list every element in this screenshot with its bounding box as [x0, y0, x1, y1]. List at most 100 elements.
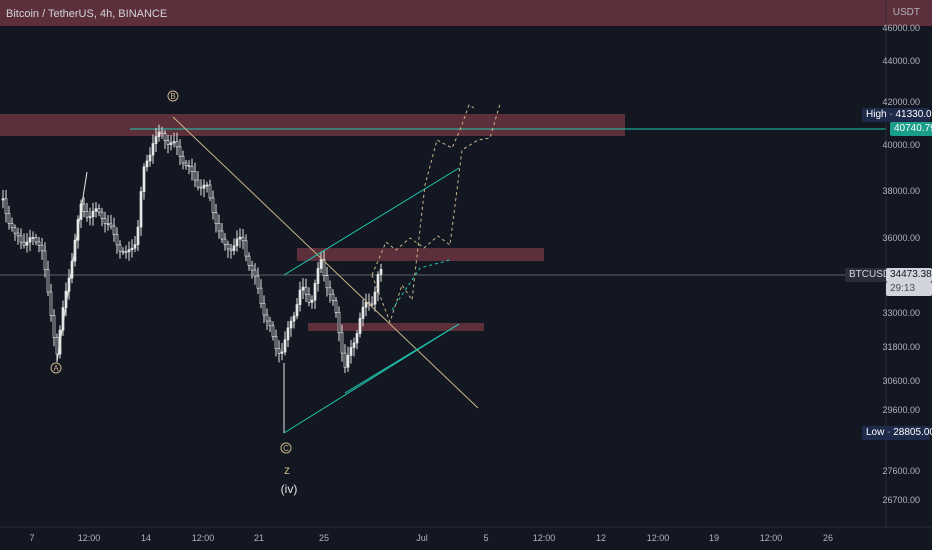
symbol-title[interactable]: Bitcoin / TetherUS, 4h, BINANCE [6, 8, 168, 20]
candle-body [19, 235, 23, 243]
candle-body [289, 320, 293, 329]
candle-body [52, 315, 56, 338]
candle-body [169, 142, 173, 145]
candle-body [331, 293, 335, 301]
candle-body [262, 303, 266, 316]
candle-body [139, 191, 143, 228]
high-label: High [866, 109, 887, 120]
candle-body [97, 208, 101, 213]
candle-body [274, 336, 278, 350]
candle-body [304, 286, 308, 295]
candle-body [202, 184, 206, 189]
candle-body [46, 269, 50, 293]
low-label: Low [866, 427, 885, 438]
candle-body [337, 312, 341, 334]
candle-body [94, 208, 98, 212]
candle-body [121, 250, 125, 253]
time-tick-label: 25 [319, 533, 329, 543]
candle-body [361, 306, 365, 319]
price-axis[interactable]: 46000.00 44000.00 42000.00 40000.00 38000.00… [882, 23, 920, 505]
projection-path-alternate[interactable] [371, 103, 501, 276]
candle-body [7, 213, 11, 224]
candle-body [208, 184, 212, 199]
candle-body [205, 184, 209, 187]
price-tick-label: 42000.00 [882, 97, 920, 107]
candle-body [4, 198, 8, 214]
candle-body [163, 133, 167, 141]
candle-body [172, 141, 176, 144]
price-tick-label: 46000.00 [882, 23, 920, 33]
price-tick-label: 36000.00 [882, 233, 920, 243]
candle-body [112, 225, 116, 235]
candle-body [295, 304, 299, 317]
candle-body [253, 269, 257, 277]
wave-z-label: z [284, 463, 290, 477]
candle-body [277, 348, 281, 354]
projection-path-primary[interactable] [371, 104, 475, 324]
candle-body [214, 212, 218, 224]
time-tick-label: 12:00 [78, 533, 101, 543]
candle-body [298, 289, 302, 305]
time-tick-label: 12:00 [192, 533, 215, 543]
channel-upper-line[interactable] [283, 167, 460, 276]
candle-body [145, 160, 149, 168]
candle-body [1, 198, 5, 201]
wave-a-impulse-line[interactable] [56, 171, 88, 363]
bar-countdown: 29:13 [886, 282, 932, 296]
high-tag: High - 41330.00 [862, 108, 932, 122]
candle-body [55, 336, 59, 355]
price-tick-label: 29600.00 [882, 405, 920, 415]
time-axis[interactable]: 7 12:00 14 12:00 21 25 Jul 5 12:00 12 12:00 19 12:00… [29, 533, 833, 543]
candle-body [280, 351, 284, 354]
candle-body [199, 186, 203, 189]
candle-body [373, 291, 377, 305]
top-supply-zone [0, 0, 932, 26]
wave-b-label: B [170, 92, 175, 101]
resistance-zone-35k [297, 248, 544, 261]
candle-body [259, 287, 263, 304]
candle-body [235, 238, 239, 247]
candle-body [211, 197, 215, 213]
candle-body [187, 165, 191, 168]
candle-body [244, 240, 248, 257]
candle-body [238, 236, 242, 240]
price-tick-label: 40000.00 [882, 140, 920, 150]
projection-path-teal[interactable] [391, 259, 451, 311]
candle-body [43, 250, 47, 271]
price-tick-label: 30600.00 [882, 376, 920, 386]
time-tick-label: 26 [823, 533, 833, 543]
candle-body [115, 234, 119, 246]
candle-body [340, 332, 344, 354]
candle-body [217, 223, 221, 232]
candle-body [130, 247, 134, 251]
candle-body [283, 339, 287, 353]
candle-body [25, 241, 29, 246]
candle-body [376, 274, 380, 293]
price-tick-label: 38000.00 [882, 186, 920, 196]
candle-body [148, 154, 152, 162]
candle-body [265, 314, 269, 322]
candle-body [247, 255, 251, 266]
candle-body [91, 210, 95, 218]
candle-body [118, 244, 122, 252]
candle-body [82, 203, 86, 212]
candle-body [334, 300, 338, 313]
currency-label[interactable]: USDT [892, 7, 920, 18]
candle-body [166, 140, 170, 145]
channel-inner-line[interactable] [344, 323, 460, 394]
candle-body [10, 222, 14, 229]
candle-body [223, 238, 227, 245]
price-tick-label: 27600.00 [882, 466, 920, 476]
wave-c-marker: C [280, 442, 292, 454]
time-tick-label: Jul [416, 533, 428, 543]
candle-body [109, 223, 113, 227]
low-value: 28805.00 [893, 427, 932, 438]
descending-trendline[interactable] [172, 116, 479, 409]
candle-body [157, 131, 161, 137]
last-price-tag: 34473.38 [886, 268, 932, 282]
time-tick-label: 14 [141, 533, 151, 543]
price-tick-label: 26700.00 [882, 495, 920, 505]
candle-body [13, 227, 17, 234]
candle-body [226, 243, 230, 250]
